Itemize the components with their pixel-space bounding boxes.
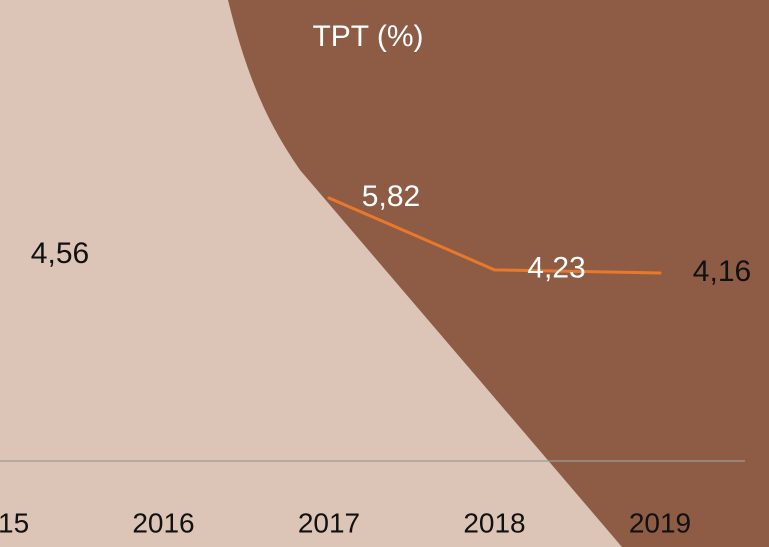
x-tick-label: 2017: [298, 507, 360, 538]
data-label: 5,82: [362, 180, 420, 213]
data-label: 4,16: [693, 255, 751, 288]
data-label: 4,56: [31, 237, 89, 270]
x-tick-label: 2016: [132, 507, 194, 538]
chart-title: TPT (%): [312, 20, 423, 53]
x-tick-label: 2015: [0, 507, 29, 538]
point: [493, 268, 496, 272]
point: [327, 196, 331, 200]
x-tick-label: 2019: [629, 507, 691, 538]
point: [658, 271, 662, 275]
x-tick-label: 2018: [463, 507, 525, 538]
decorative-shape: [228, 0, 769, 547]
data-label: 4,23: [527, 252, 585, 285]
